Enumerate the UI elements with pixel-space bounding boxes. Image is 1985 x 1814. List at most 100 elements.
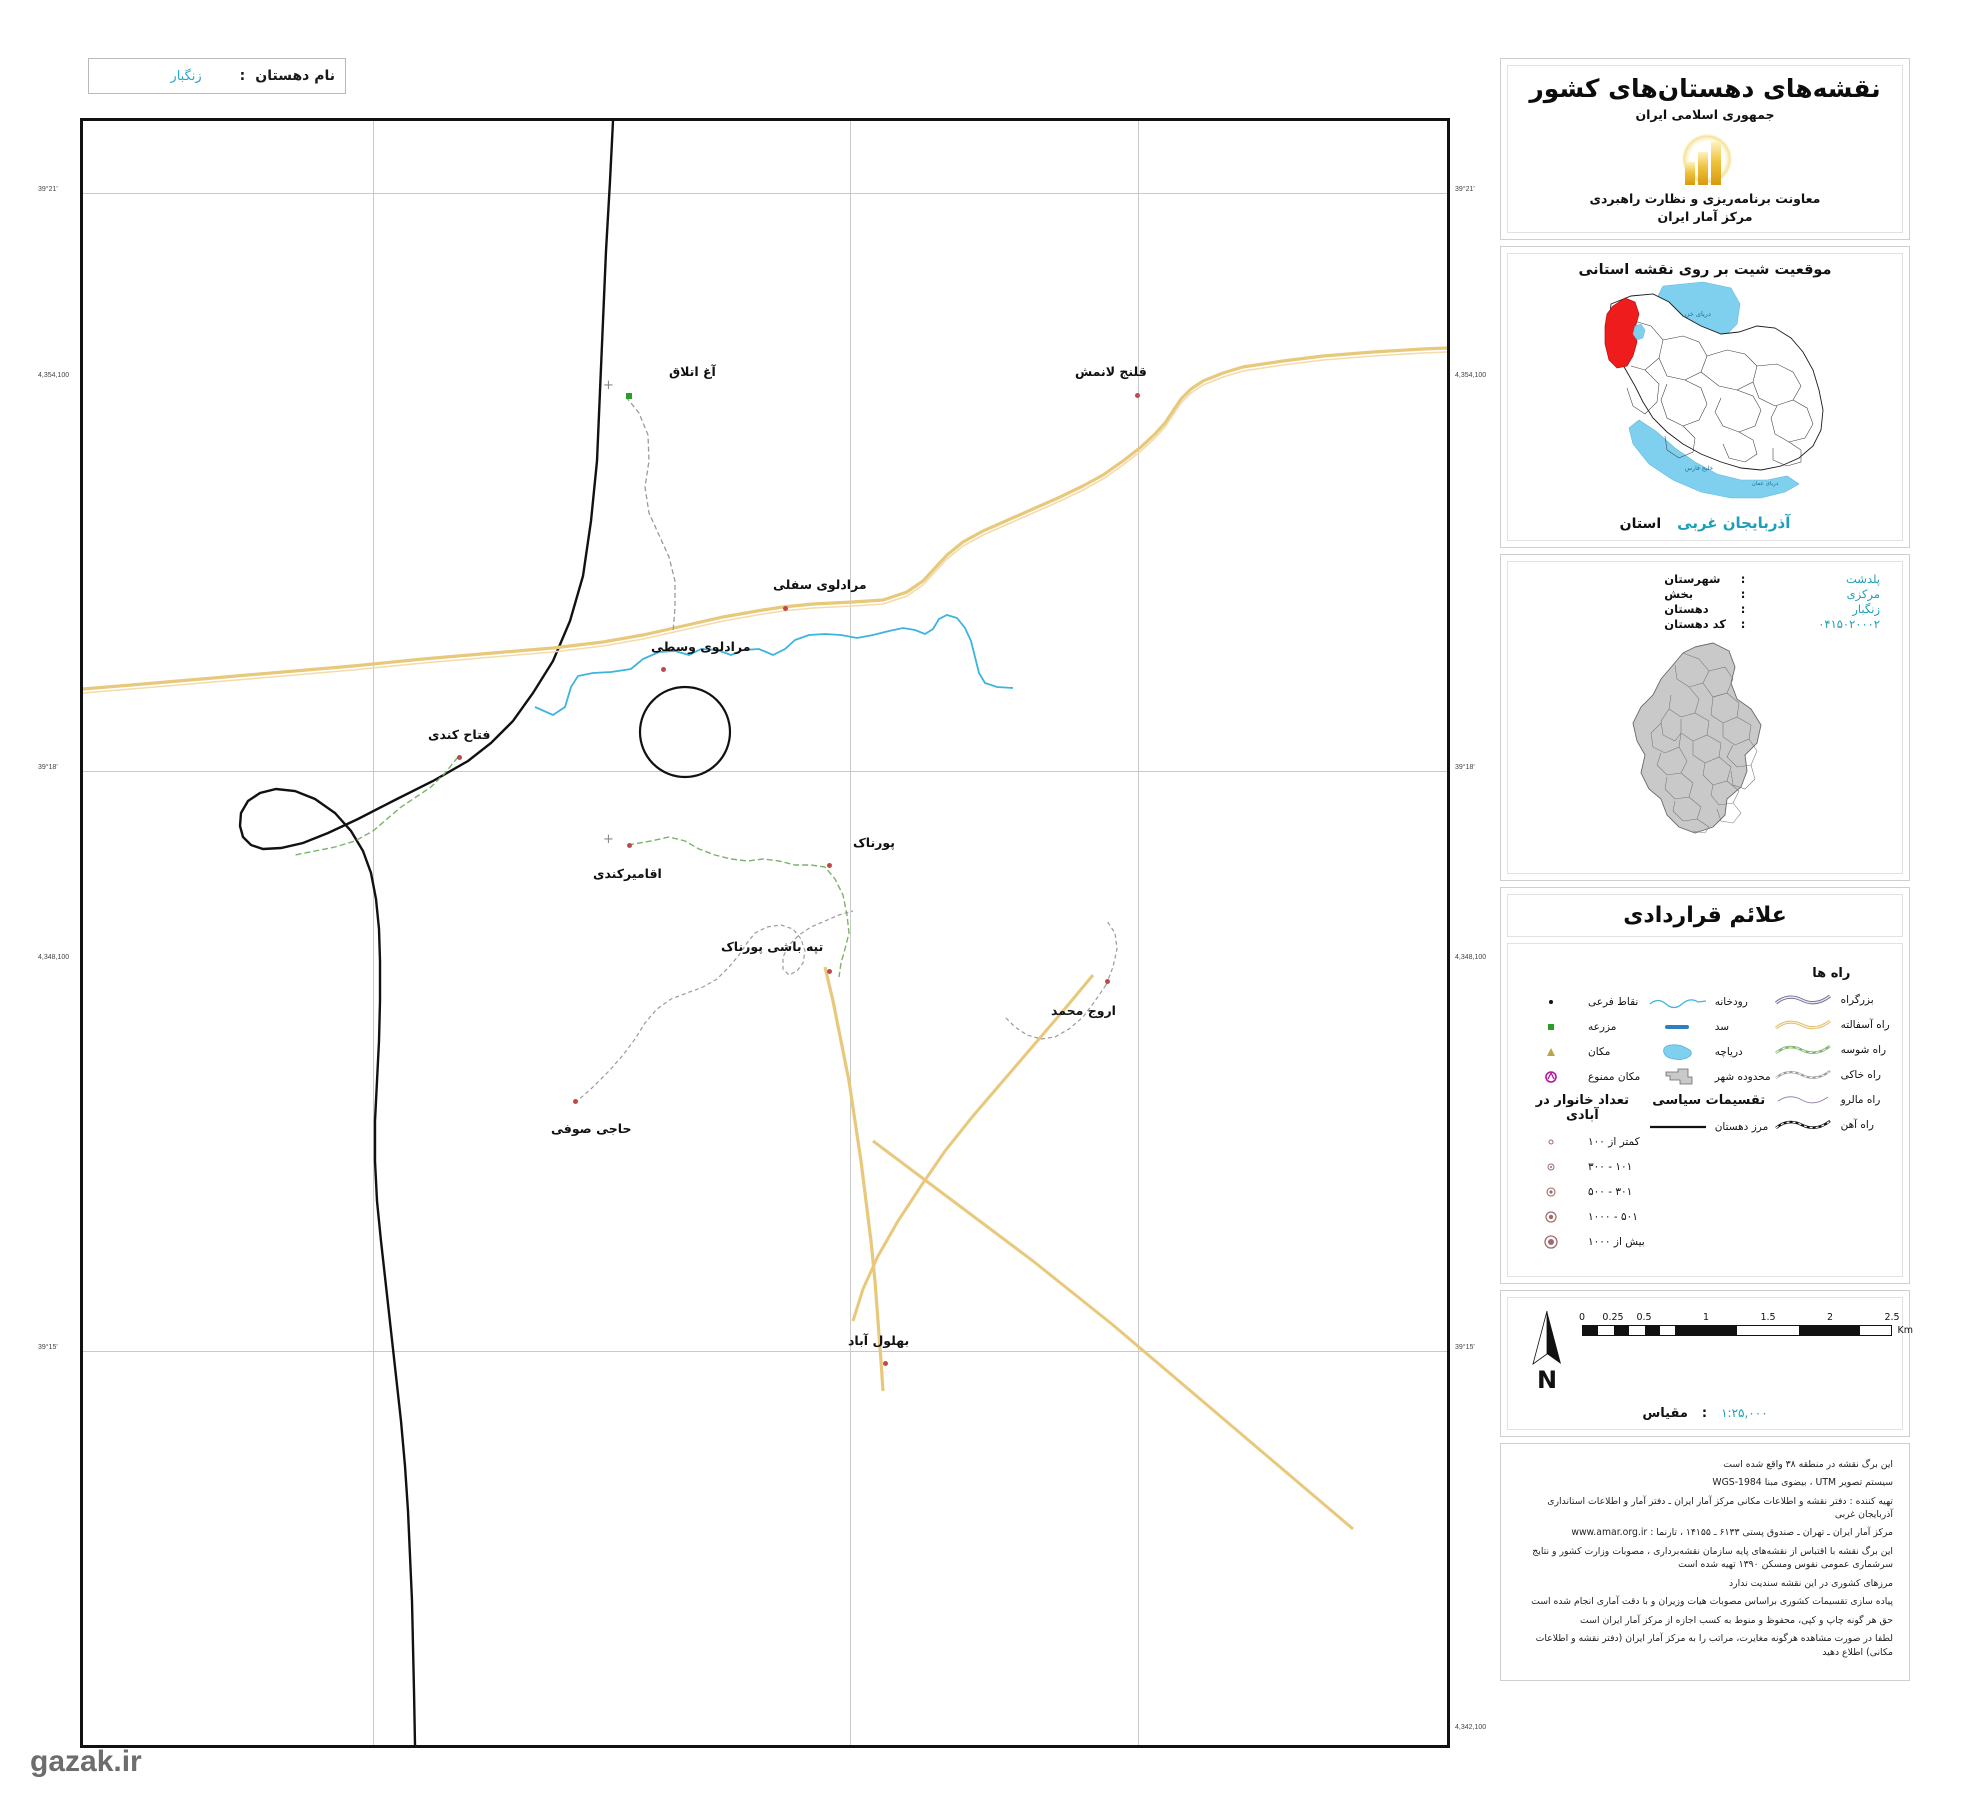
household-size-5-icon <box>1520 1233 1582 1251</box>
asphalt-road-south <box>823 966 885 1392</box>
admin-value-bakhsh: مرکزی <box>1846 587 1880 601</box>
iran-map-icon: دریای خزر خلیج فارس دریای عمان <box>1604 281 1824 499</box>
legend-label: نقاط فرعی <box>1588 995 1639 1008</box>
road-asphalt-icon <box>1773 1016 1835 1034</box>
lake-urmia-shape <box>1632 323 1646 341</box>
dehestan-name-box: نام دهستان : زنگبار <box>88 58 346 94</box>
legend-item: نقاط فرعی <box>1520 989 1645 1014</box>
roads-heading: راه ها <box>1812 966 1851 981</box>
legend-label: مکان <box>1588 1045 1611 1058</box>
province-districts-map <box>1512 633 1898 869</box>
legend-label: بیش از ۱۰۰۰ <box>1588 1235 1645 1248</box>
farm-marker[interactable] <box>626 393 632 399</box>
village-marker[interactable] <box>661 667 666 672</box>
admin-colon: : <box>1740 602 1746 616</box>
location-panel-title: موقعیت شیت بر روی نقشه استانی <box>1578 262 1832 278</box>
scale-tick: 0.5 <box>1636 1312 1652 1323</box>
legend-item: راه شوسه <box>1773 1037 1890 1062</box>
header-panel-inner: نقشه‌های دهستان‌های کشور جمهوری اسلامی ا… <box>1507 65 1903 233</box>
household-size-4-icon <box>1520 1209 1582 1225</box>
scale-tick: 0.25 <box>1602 1312 1624 1323</box>
village-marker[interactable] <box>627 843 632 848</box>
grid-tick-left: 39°18' <box>38 764 58 771</box>
plus-mark: + <box>603 378 614 393</box>
province-divisions <box>1626 319 1814 467</box>
dehestan-name-value: زنگبار <box>170 68 202 84</box>
road-trail-icon <box>1773 1091 1835 1109</box>
metadata-text-block: این برگ نقشه در منطقه ۳۸ واقع شده است سی… <box>1507 1450 1903 1675</box>
admin-info-inner: پلدشت : شهرستان مرکزی : بخش زنگبار : دهس… <box>1507 561 1903 874</box>
north-letter: N <box>1536 1366 1558 1394</box>
legend-item: بیش از ۱۰۰۰ <box>1520 1229 1645 1254</box>
admin-key-dehestan: دهستان <box>1664 602 1709 616</box>
village-marker[interactable] <box>1105 979 1110 984</box>
iran-overview-map: دریای خزر خلیج فارس دریای عمان <box>1514 280 1896 512</box>
river-line-icon <box>1647 995 1709 1009</box>
place-label: مرادلوی سفلی <box>773 577 867 592</box>
admin-key-code: کد دهستان <box>1664 617 1726 631</box>
admin-key-shahrestan: شهرستان <box>1664 572 1721 586</box>
square-green-icon <box>1520 1020 1582 1034</box>
dirt-track-oruj-mohammad <box>1004 984 1107 1040</box>
grid-line-vertical <box>850 121 851 1745</box>
legend-column-roads: راه ها بزرگراه <box>1773 962 1890 1254</box>
admin-value-dehestan: زنگبار <box>1852 602 1880 616</box>
scale-tick: 2 <box>1826 1312 1834 1323</box>
metadata-line: مرزهای کشوری در این نقشه سندیت ندارد <box>1729 1577 1893 1589</box>
location-panel: موقعیت شیت بر روی نقشه استانی دریای خزر … <box>1500 246 1910 548</box>
legend-item: ۳۰۱ - ۵۰۰ <box>1520 1179 1645 1204</box>
scale-caption: ۱:۲۵,۰۰۰ : مقیاس <box>1518 1406 1892 1421</box>
boundary-line-icon <box>1647 1122 1709 1132</box>
admin-info-panel: پلدشت : شهرستان مرکزی : بخش زنگبار : دهس… <box>1500 554 1910 881</box>
highlighted-province <box>1604 297 1640 369</box>
legend-label: بزرگراه <box>1840 993 1874 1006</box>
place-label: اقامیرکندی <box>593 866 662 881</box>
map-canvas[interactable]: 490,610 44°54' 496,610 44°57' 47°0' 490,… <box>80 118 1450 1748</box>
legend-item: راه آسفالته <box>1773 1012 1890 1037</box>
scale-panel-inner: N 0 0.25 0.5 1 1.5 2 2.5 <box>1507 1297 1913 1430</box>
metadata-line: پیاده سازی تقسیمات کشوری براساس مصوبات ه… <box>1531 1596 1893 1608</box>
province-districts-icon <box>1632 642 1762 834</box>
household-size-1-icon <box>1520 1135 1582 1149</box>
place-label: آغ اتلاق <box>669 364 716 379</box>
village-marker[interactable] <box>827 969 832 974</box>
scale-value: ۱:۲۵,۰۰۰ <box>1721 1405 1768 1420</box>
legend-item: رودخانه <box>1647 989 1771 1014</box>
lake-shape-icon <box>1647 1041 1709 1063</box>
org-line-2: مرکز آمار ایران <box>1657 209 1753 224</box>
metadata-line: لطفا در صورت مشاهده هرگونه مغایرت، مراتب… <box>1535 1633 1893 1658</box>
scale-label: مقیاس <box>1642 1405 1688 1421</box>
village-marker[interactable] <box>573 1099 578 1104</box>
north-arrow-icon <box>1532 1310 1561 1365</box>
scale-tick: 1 <box>1702 1312 1710 1323</box>
scale-unit: Km <box>1897 1325 1913 1336</box>
place-label: بهلول آباد <box>848 1333 910 1348</box>
grid-line-horizontal <box>83 193 1447 194</box>
legend-item: مکان ممنوع <box>1520 1064 1645 1089</box>
map-vector-layer <box>83 121 1447 1745</box>
admin-info-grid: پلدشت : شهرستان مرکزی : بخش زنگبار : دهس… <box>1512 568 1898 633</box>
legend-item: مرز دهستان <box>1647 1114 1771 1139</box>
scale-tick: 0 <box>1578 1312 1586 1323</box>
scale-panel: N 0 0.25 0.5 1 1.5 2 2.5 <box>1500 1290 1913 1437</box>
dehestan-boundary-line <box>238 121 615 1745</box>
grid-tick-right: 4,354,100 <box>1455 372 1487 379</box>
place-label: پورناک <box>853 835 895 850</box>
metadata-line: این برگ نقشه در منطقه ۳۸ واقع شده است <box>1723 1458 1893 1470</box>
grid-tick-right: 39°15' <box>1455 1344 1475 1351</box>
village-marker[interactable] <box>883 1361 888 1366</box>
legend-label: راه شوسه <box>1840 1043 1887 1056</box>
page-subtitle: جمهوری اسلامی ایران <box>1635 107 1775 122</box>
legend-item: بزرگراه <box>1773 987 1890 1012</box>
legend-label: مکان ممنوع <box>1588 1070 1641 1083</box>
metadata-line: مرکز آمار ایران ـ تهران ـ صندوق پستی ۶۱۳… <box>1571 1527 1893 1539</box>
village-marker[interactable] <box>827 863 832 868</box>
asphalt-road-main-casing <box>83 351 1447 694</box>
village-marker[interactable] <box>457 755 462 760</box>
asphalt-road-diagonal-se <box>872 1139 1354 1531</box>
village-marker[interactable] <box>783 606 788 611</box>
grid-line-vertical <box>1138 121 1139 1745</box>
triangle-olive-icon <box>1520 1045 1582 1059</box>
village-marker[interactable] <box>1135 393 1140 398</box>
